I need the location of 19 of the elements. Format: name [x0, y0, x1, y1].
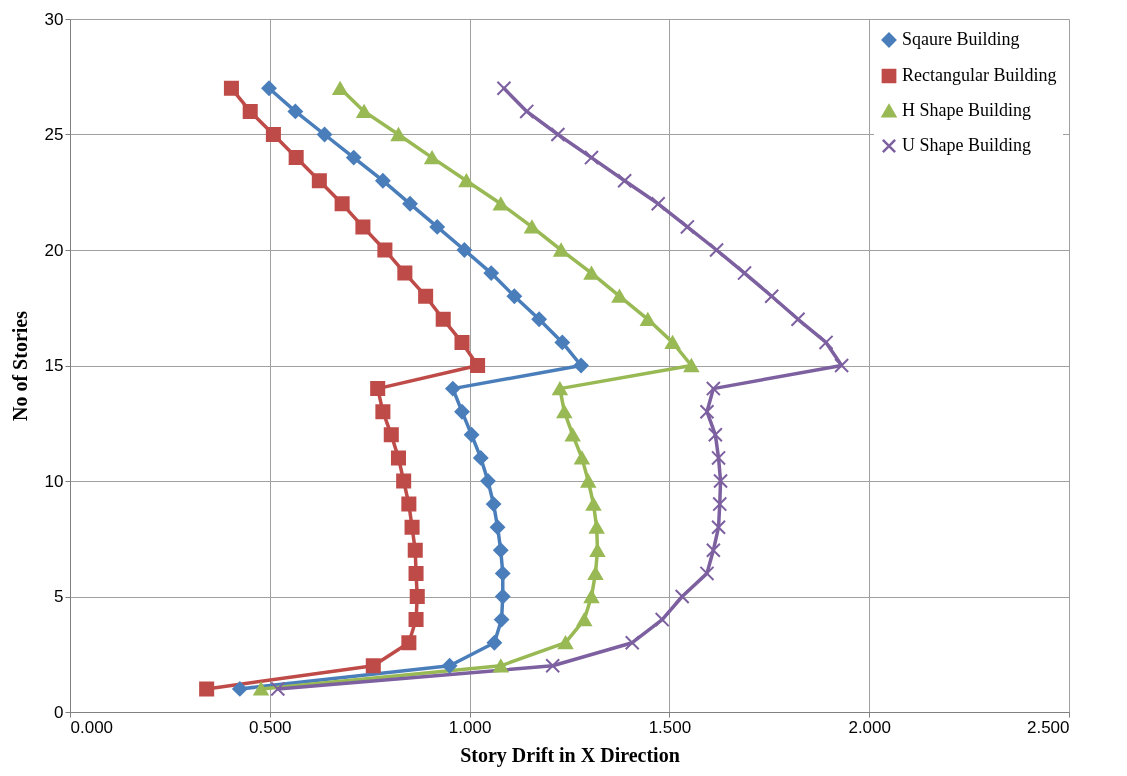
legend-label: Rectangular Building — [902, 65, 1057, 85]
x-tick-label: 1.500 — [648, 717, 692, 737]
y-tick-label: 10 — [44, 471, 64, 491]
legend-label: U Shape Building — [902, 135, 1031, 155]
y-tick-label: 0 — [54, 702, 64, 722]
x-tick-label: 1.000 — [448, 717, 492, 737]
x-tick-label: 2.000 — [848, 717, 891, 737]
x-tick-label: 0.500 — [249, 717, 292, 737]
legend-label: Sqaure Building — [902, 29, 1020, 49]
legend-label: H Shape Building — [902, 100, 1031, 120]
y-tick-label: 30 — [44, 9, 64, 29]
x-tick-label: 2.500 — [1026, 717, 1070, 737]
x-tick-label: 0.000 — [70, 717, 114, 737]
y-axis-title: No of Stories — [8, 310, 31, 421]
y-tick-label: 5 — [54, 587, 64, 606]
y-tick-label: 25 — [44, 125, 64, 144]
y-tick-label: 15 — [44, 356, 64, 375]
x-axis-title: Story Drift in X Direction — [460, 743, 680, 767]
y-tick-label: 20 — [44, 240, 64, 260]
